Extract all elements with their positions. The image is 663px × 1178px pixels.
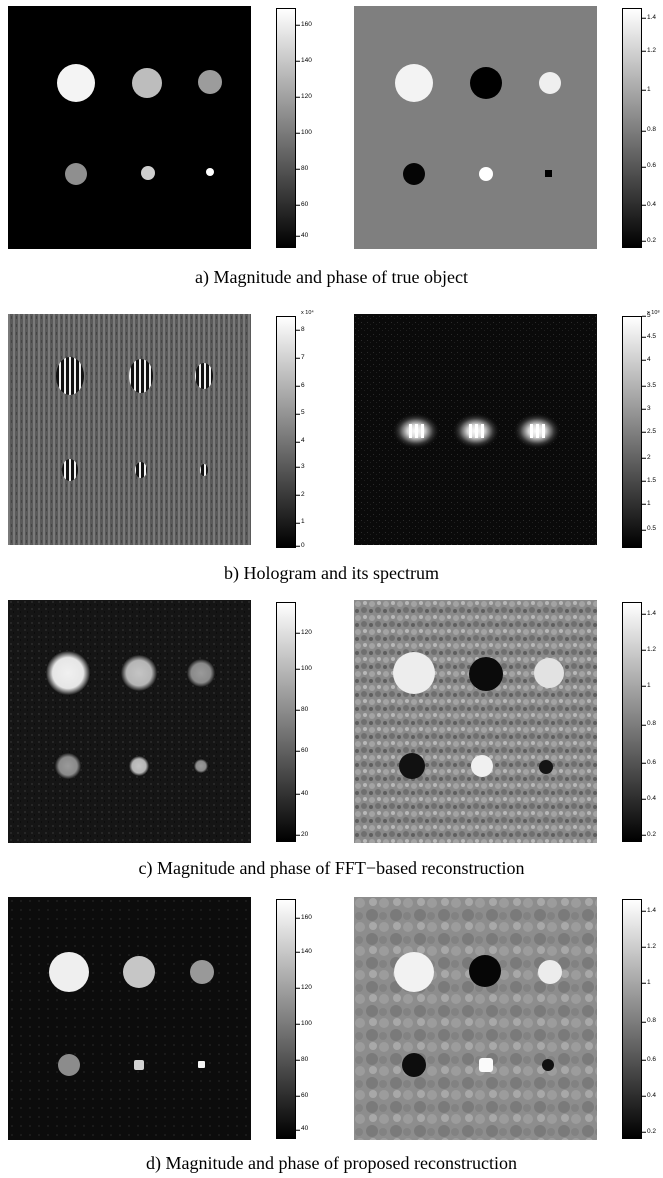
colorbar-tick-label: 1 (642, 85, 651, 93)
colorbar-tick-label: 1.2 (641, 942, 657, 950)
colorbar-tick-label: 4 (296, 437, 305, 445)
colorbar-tick-label: 1.4 (641, 906, 657, 914)
colorbar-tick-label: 120 (296, 983, 312, 991)
colorbar-tick-label: 40 (295, 1125, 309, 1133)
colorbar-tick-label: 1 (642, 681, 651, 689)
colorbar-tick-label: 140 (296, 56, 312, 64)
colorbar-tick-label: 160 (296, 20, 312, 28)
colorbar-tick-label: 1.5 (641, 476, 657, 484)
colorbar-tick-label: 4.5 (641, 332, 657, 340)
colorbar-tick-label: 2 (642, 453, 651, 461)
colorbar-tick-label: 40 (295, 231, 309, 239)
colorbar-tick-label: 6 (296, 381, 305, 389)
caption-c: c) Magnitude and phase of FFT−based reco… (138, 858, 525, 878)
fft-phase-image (354, 600, 597, 843)
spectrum-colorbar (622, 316, 642, 548)
magnitude-colorbar (276, 8, 296, 248)
true-phase-image (354, 6, 597, 249)
fft-phase-colorbar (622, 602, 642, 842)
true-magnitude-image (8, 6, 251, 249)
magnitude-colorbar-ticks: 160 140 120 100 80 60 40 (295, 8, 341, 248)
hologram-colorbar (276, 316, 296, 548)
colorbar-tick-label: 100 (296, 664, 312, 672)
colorbar-tick-label: 8 (296, 325, 305, 333)
hologram-image (8, 314, 251, 545)
colorbar-tick-label: 0.6 (641, 1055, 657, 1063)
proposed-magnitude-colorbar (276, 899, 296, 1139)
colorbar-tick-label: 0 (296, 541, 305, 549)
colorbar-tick-label: 80 (295, 1055, 309, 1063)
colorbar-tick-label: 3 (296, 462, 305, 470)
colorbar-tick-label: 1.2 (641, 645, 657, 653)
colorbar-tick-label: 4 (642, 355, 651, 363)
colorbar-tick-label: 0.4 (641, 1091, 657, 1099)
colorbar-tick-label: 120 (296, 92, 312, 100)
colorbar-tick-label: 1.4 (641, 609, 657, 617)
caption-b: b) Hologram and its spectrum (224, 563, 439, 583)
colorbar-tick-label: 0.2 (641, 1127, 657, 1135)
fft-magnitude-colorbar-ticks: 120 100 80 60 40 20 (295, 602, 341, 842)
colorbar-tick-label: 3.5 (641, 381, 657, 389)
colorbar-tick-label: 0.4 (641, 794, 657, 802)
colorbar-tick-label: 2 (296, 490, 305, 498)
proposed-magnitude-image (8, 897, 251, 1140)
colorbar-tick-label: 140 (296, 947, 312, 955)
colorbar-tick-label: 60 (295, 1091, 309, 1099)
colorbar-tick-label: 1.2 (641, 46, 657, 54)
panel-c: 120 100 80 60 40 20 1.4 1.2 1 0.8 0.6 0.4 0.2 c) M (0, 600, 663, 882)
colorbar-tick-label: 40 (295, 789, 309, 797)
panel-a: 160 140 120 100 80 60 40 1.4 1.2 1 0.8 0.6 0.4 0.2 a… (0, 6, 663, 296)
spectrum-image (354, 314, 597, 545)
colorbar-tick-label: 1 (296, 518, 305, 526)
colorbar-tick-label: 0.6 (641, 758, 657, 766)
colorbar-tick-label: 2.5 (641, 427, 657, 435)
colorbar-tick-label: 100 (296, 128, 312, 136)
colorbar-tick-label: 20 (295, 830, 309, 838)
proposed-phase-image (354, 897, 597, 1140)
colorbar-tick-label: 0.2 (641, 236, 657, 244)
colorbar-tick-label: 60 (295, 200, 309, 208)
colorbar-tick-label: 1 (642, 978, 651, 986)
spectrum-colorbar-ticks: x 10⁸ 5 4.5 4 3.5 3 2.5 2 1.5 1 0.5 (641, 310, 663, 548)
colorbar-tick-label: 0.8 (641, 720, 657, 728)
colorbar-tick-label: 0.6 (641, 162, 657, 170)
colorbar-tick-label: 3 (642, 404, 651, 412)
hologram-colorbar-ticks: x 10⁴ 8 7 6 5 4 3 2 1 0 (296, 310, 341, 549)
phase-colorbar-ticks: 1.4 1.2 1 0.8 0.6 0.4 0.2 (641, 8, 663, 248)
colorbar-tick-label: 60 (295, 746, 309, 754)
proposed-phase-colorbar-ticks: 1.4 1.2 1 0.8 0.6 0.4 0.2 (641, 899, 663, 1139)
colorbar-exponent-label: x 10⁸ (647, 310, 660, 316)
colorbar-tick-label: 0.8 (641, 126, 657, 134)
colorbar-tick-label: 0.4 (641, 200, 657, 208)
colorbar-tick-label: 5 (642, 311, 651, 319)
fft-magnitude-image (8, 600, 251, 843)
fft-magnitude-colorbar (276, 602, 296, 842)
colorbar-tick-label: 0.5 (641, 525, 657, 533)
colorbar-tick-label: 0.2 (641, 830, 657, 838)
colorbar-tick-label: 120 (296, 628, 312, 636)
colorbar-tick-label: 100 (296, 1019, 312, 1027)
fft-phase-colorbar-ticks: 1.4 1.2 1 0.8 0.6 0.4 0.2 (641, 602, 663, 842)
colorbar-tick-label: 80 (295, 164, 309, 172)
phase-colorbar (622, 8, 642, 248)
panel-b: x 10⁴ 8 7 6 5 4 3 2 1 0 (0, 310, 663, 592)
colorbar-tick-label: 1 (642, 499, 651, 507)
caption-a: a) Magnitude and phase of true object (195, 267, 468, 287)
panel-d: 160 140 120 100 80 60 40 1.4 1.2 1 0.8 0.6 0.4 0.2 (0, 897, 663, 1178)
colorbar-tick-label: 7 (296, 353, 305, 361)
colorbar-tick-label: 1.4 (641, 13, 657, 21)
proposed-phase-colorbar (622, 899, 642, 1139)
colorbar-tick-label: 80 (295, 705, 309, 713)
caption-d: d) Magnitude and phase of proposed recon… (146, 1153, 517, 1173)
proposed-magnitude-colorbar-ticks: 160 140 120 100 80 60 40 (295, 899, 341, 1139)
colorbar-tick-label: 5 (296, 409, 305, 417)
colorbar-tick-label: 160 (296, 913, 312, 921)
colorbar-tick-label: 0.8 (641, 1017, 657, 1025)
colorbar-exponent-label: x 10⁴ (301, 310, 314, 316)
